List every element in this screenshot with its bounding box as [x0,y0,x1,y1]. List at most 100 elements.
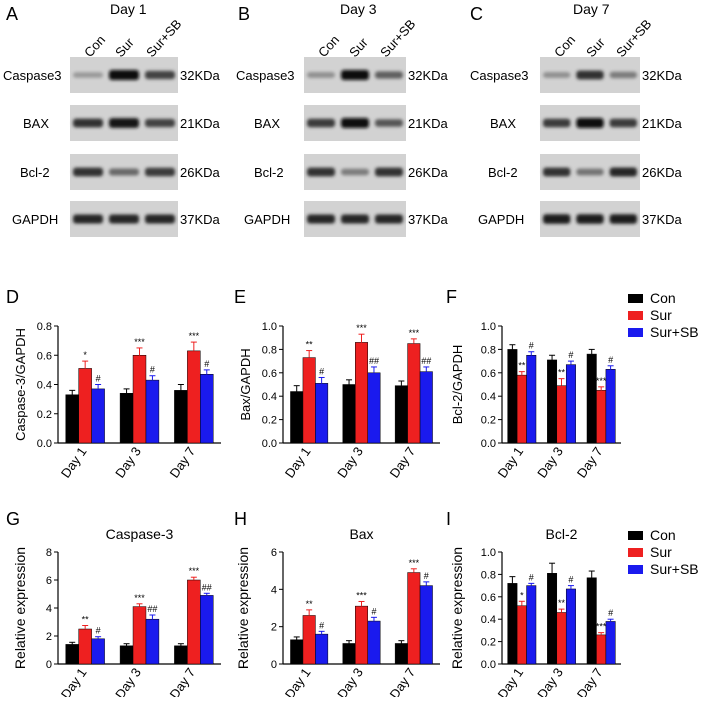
legend-swatch-sur [628,311,643,320]
significance-mark: *** [189,566,200,576]
molecular-weight: 32KDa [642,68,683,83]
panel-label-C: C [470,4,483,24]
y-tick-label: 0.8 [262,344,277,356]
molecular-weight: 21KDa [642,116,683,131]
bar-sursb [526,585,537,665]
bar-sursb [315,633,329,665]
bar-sur [78,628,92,665]
y-tick-label: 0.0 [481,438,496,450]
legend-label-sur: Sur [650,307,672,323]
blot-band [576,168,604,176]
bar-sursb [145,379,160,444]
molecular-weight: 32KDa [408,68,449,83]
chart-D: 0.0 0.2 0.4 0.6 0.8 Caspase-3/GAPDH * # Day 1 ***… [13,321,221,481]
bar-con [507,349,518,444]
y-tick-label: 1.0 [481,547,496,559]
molecular-weight: 37KDa [642,212,683,227]
x-tick-label: Day 3 [334,665,366,697]
bar-sursb [605,369,616,444]
bar-sur [596,390,607,444]
blot-band [109,168,139,176]
lane-label: Con [551,32,578,60]
x-tick-label: Day 7 [387,444,419,480]
x-tick-label: Day 1 [58,665,90,697]
y-tick-label: 0.4 [481,391,496,403]
y-tick-label: 0.4 [262,391,277,403]
protein-label: GAPDH [478,212,524,227]
y-tick-label: 1.0 [481,321,496,333]
protein-label: Bcl-2 [20,165,50,180]
y-tick-label: 0.2 [481,637,496,649]
bar-sur [516,605,527,665]
blot-band [375,71,403,79]
bar-sur [302,615,316,665]
bar-sursb [419,371,433,444]
significance-mark: # [96,374,101,384]
bar-sur [516,374,527,444]
bar-sur [407,343,421,444]
blot-band [307,72,335,78]
blot-band [543,72,571,78]
significance-mark: *** [356,590,367,600]
bar-sur [187,579,201,665]
protein-label: GAPDH [244,212,290,227]
blot-band [109,118,139,128]
blot-band [543,167,571,177]
x-tick-label: Day 7 [574,665,606,697]
bar-sursb [367,620,381,665]
chart-I: Bcl-2 0.0 0.2 0.4 0.6 0.8 1.0 Relative expressi… [449,526,621,702]
significance-mark: *** [409,558,420,568]
blot-band [307,118,335,128]
legend-top: Con Sur Sur+SB [628,290,699,340]
chart-G: Caspase-3 0 2 4 6 8 Relative expression ** # Day … [12,526,221,702]
bar-sur [355,342,368,444]
chart-title: Bcl-2 [546,526,578,542]
x-tick-label: Day 7 [574,444,606,480]
molecular-weight: 21KDa [408,116,449,131]
bar-con [174,390,188,444]
panel-label-A: A [6,4,18,24]
bar-sursb [605,621,616,665]
y-tick-label: 0.8 [481,569,496,581]
legend-label-sursb: Sur+SB [650,561,699,577]
significance-mark: *** [189,331,200,341]
y-tick-label: 0.0 [262,438,277,450]
protein-label: BAX [490,116,516,131]
significance-mark: ## [202,582,212,592]
significance-mark: ** [558,598,566,608]
bar-sursb [91,638,105,665]
blot-title: Day 1 [110,1,147,17]
y-tick-label: 0.2 [37,409,52,421]
y-tick-label: 6 [46,575,52,587]
y-tick-label: 0.6 [37,350,52,362]
protein-label: Caspase3 [236,68,295,83]
blot-title: Day 7 [573,1,610,17]
bar-sur [407,572,421,665]
significance-mark: # [608,608,613,618]
blot-band [609,214,637,224]
x-tick-label: Day 1 [282,665,314,697]
protein-label: Caspase3 [470,68,529,83]
y-tick-label: 6 [271,547,277,559]
significance-mark: ## [369,356,379,366]
significance-mark: # [319,366,324,376]
bar-sur [556,385,567,444]
bar-con [547,573,558,665]
blot-band [341,118,369,128]
significance-mark: # [529,572,534,582]
y-tick-label: 2 [271,622,277,634]
blot-band [609,167,637,177]
protein-label: Bcl-2 [254,165,284,180]
blot-band [109,214,139,224]
y-tick-label: 1.0 [262,321,277,333]
bar-con [394,643,408,665]
chart-title: Bax [349,526,373,542]
y-axis-label: Relative expression [12,547,28,669]
y-tick-label: 2 [46,631,52,643]
bar-sur [132,355,147,444]
significance-mark: # [150,365,155,375]
legend-label-sur: Sur [650,544,672,560]
chart-title: Caspase-3 [106,526,174,542]
significance-mark: *** [134,337,145,347]
y-tick-label: 0 [271,659,277,671]
